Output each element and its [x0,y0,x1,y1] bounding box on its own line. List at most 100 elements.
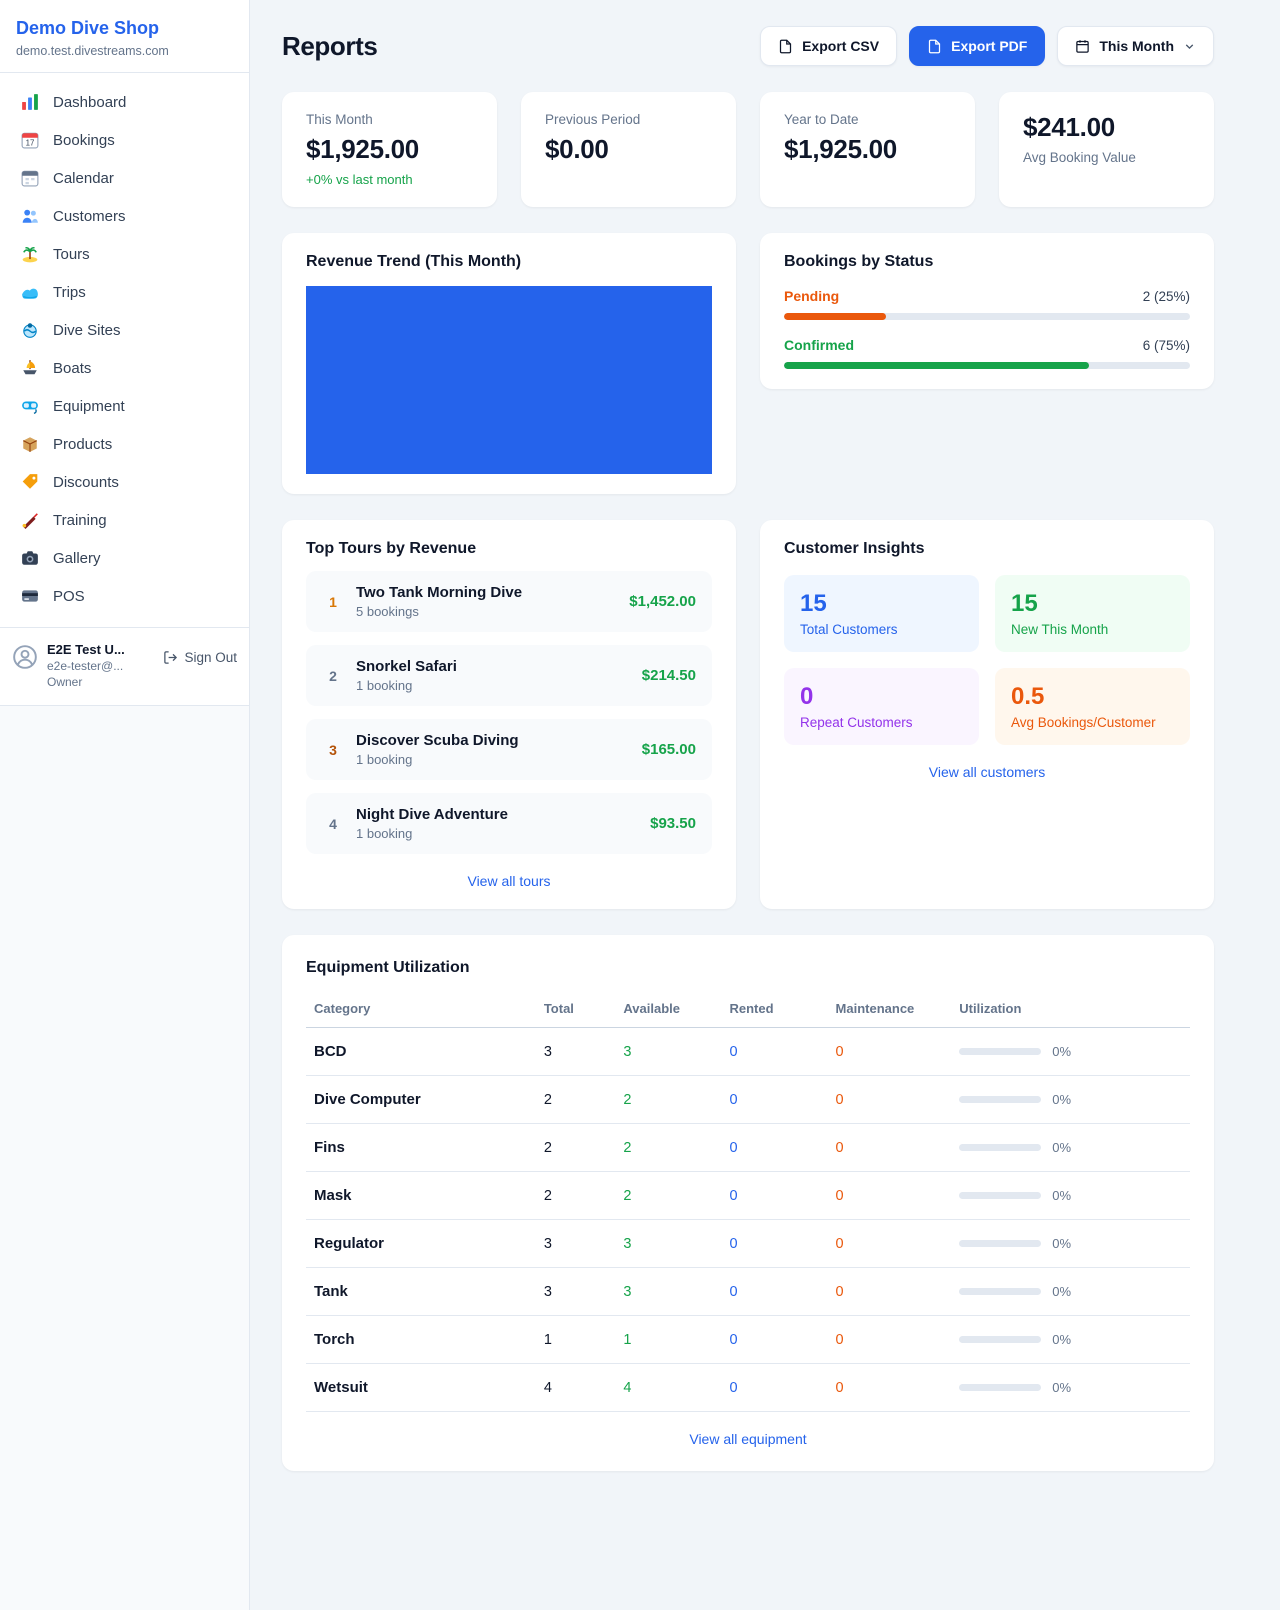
customer-insights-title: Customer Insights [784,540,925,557]
rank-badge: 3 [329,741,337,758]
period-dropdown[interactable]: This Month [1057,26,1214,66]
utilization-bar [959,1384,1042,1391]
table-row: Fins 2 2 0 0 0% [306,1123,1190,1172]
utilization-bar [959,1288,1042,1295]
sign-out-button[interactable]: Sign Out [163,650,237,665]
bar-chart-icon [20,92,40,112]
tour-bookings: 1 booking [356,752,413,767]
sidebar-item-label: Calendar [53,169,114,187]
top-tours-card: Top Tours by Revenue 1 Two Tank Morning … [282,520,736,909]
table-row: Dive Computer 2 2 0 0 0% [306,1075,1190,1124]
utilization-cell: 0% [959,1044,1182,1059]
sidebar-item-label: Customers [53,207,126,225]
sign-out-label: Sign Out [184,650,237,665]
bookings-by-status-card: Bookings by Status Pending 2 (25%) Confi… [760,233,1214,389]
sidebar-item-label: Products [53,435,113,453]
sidebar-item-label: Trips [53,283,86,301]
table-row: Regulator 3 3 0 0 0% [306,1219,1190,1268]
camera-icon [20,548,40,568]
calendar-icon [1076,39,1090,53]
wave-icon [20,282,40,302]
top-tours-title: Top Tours by Revenue [306,540,477,557]
main-content: Reports Export CSV Export PDF This Month [250,0,1280,1610]
sidebar: Demo Dive Shop demo.test.divestreams.com… [0,0,250,1610]
utilization-cell: 0% [959,1188,1182,1203]
calendar-icon [20,168,40,188]
list-item: 2 Snorkel Safari 1 booking $214.50 [306,645,712,706]
status-progress-track [784,313,1190,320]
user-meta: E2E Test U... e2e-tester@... Owner [47,642,125,689]
revenue-trend-card: Revenue Trend (This Month) [282,233,736,494]
tour-bookings: 1 booking [356,826,413,841]
export-pdf-button[interactable]: Export PDF [909,26,1046,66]
sidebar-item-calendar[interactable]: Calendar [8,159,241,197]
list-item: 1 Two Tank Morning Dive 5 bookings $1,45… [306,571,712,632]
user-role: Owner [47,675,83,689]
page-title: Reports [282,30,378,61]
sidebar-item-training[interactable]: Training [8,501,241,539]
sidebar-item-tours[interactable]: Tours [8,235,241,273]
table-row: Torch 1 1 0 0 0% [306,1315,1190,1364]
table-row: Tank 3 3 0 0 0% [306,1267,1190,1316]
status-label: Confirmed [784,337,854,353]
tile-total-customers: 15 Total Customers [784,575,979,652]
sidebar-item-gallery[interactable]: Gallery [8,539,241,577]
export-csv-button[interactable]: Export CSV [760,26,898,66]
utilization-cell: 0% [959,1092,1182,1107]
tile-avg-bookings-per-customer: 0.5 Avg Bookings/Customer [995,668,1190,745]
shop-header: Demo Dive Shop demo.test.divestreams.com [0,0,249,73]
rank-badge: 1 [329,593,337,610]
tour-name: Snorkel Safari [356,658,457,675]
sidebar-item-customers[interactable]: Customers [8,197,241,235]
utilization-bar [959,1048,1042,1055]
avatar [12,644,38,670]
view-all-equipment-link[interactable]: View all equipment [306,1431,1190,1447]
sidebar-item-dashboard[interactable]: Dashboard [8,83,241,121]
dive-pin-icon [20,320,40,340]
status-progress-track [784,362,1190,369]
sidebar-item-label: Dashboard [53,93,127,111]
sidebar-item-pos[interactable]: POS [8,577,241,615]
sidebar-item-equipment[interactable]: Equipment [8,387,241,425]
people-icon [20,206,40,226]
sidebar-item-label: POS [53,587,85,605]
utilization-bar [959,1144,1042,1151]
sidebar-item-discounts[interactable]: Discounts [8,463,241,501]
shop-domain: demo.test.divestreams.com [16,44,169,58]
table-header-row: Category Total Available Rented Maintena… [306,991,1190,1028]
status-progress-fill [784,313,886,320]
utilization-cell: 0% [959,1140,1182,1155]
equipment-utilization-title: Equipment Utilization [306,959,470,976]
tour-revenue: $214.50 [641,667,696,684]
rank-badge: 2 [329,667,337,684]
status-label: Pending [784,288,840,304]
tour-name: Discover Scuba Diving [356,732,519,749]
stat-delta: +0% vs last month [306,172,413,187]
view-all-customers-link[interactable]: View all customers [784,764,1190,780]
sidebar-item-products[interactable]: Products [8,425,241,463]
sidebar-item-trips[interactable]: Trips [8,273,241,311]
tour-bookings: 1 booking [356,678,413,693]
credit-card-icon [20,586,40,606]
box-icon [20,434,40,454]
sidebar-item-label: Tours [53,245,90,263]
tag-icon [20,472,40,492]
sidebar-item-boats[interactable]: Boats [8,349,241,387]
rank-badge: 4 [329,815,337,832]
insight-tiles: 15 Total Customers 15 New This Month 0 R… [784,575,1190,745]
file-icon [928,39,941,53]
stat-card-avg-booking-value: $241.00 Avg Booking Value [999,92,1214,207]
sidebar-item-dive-sites[interactable]: Dive Sites [8,311,241,349]
sidebar-item-bookings[interactable]: 17 Bookings [8,121,241,159]
customer-insights-card: Customer Insights 15 Total Customers 15 … [760,520,1214,909]
sidebar-item-label: Bookings [53,131,115,149]
user-section: E2E Test U... e2e-tester@... Owner Sign … [0,627,249,705]
sign-out-icon [164,651,178,664]
sidebar-item-label: Discounts [53,473,119,491]
sidebar-item-label: Boats [53,359,92,377]
utilization-cell: 0% [959,1284,1182,1299]
view-all-tours-link[interactable]: View all tours [306,873,712,889]
tour-name: Night Dive Adventure [356,806,508,823]
revenue-trend-chart [306,286,712,474]
